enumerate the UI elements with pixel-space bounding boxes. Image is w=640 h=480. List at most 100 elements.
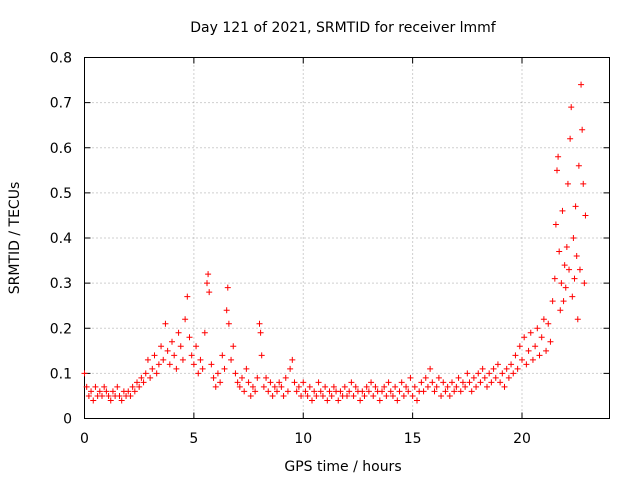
data-point: [459, 379, 466, 386]
data-point: [319, 392, 326, 399]
y-tick-label: 0.7: [50, 96, 72, 112]
data-point: [444, 383, 451, 390]
data-point: [538, 334, 545, 341]
data-point: [197, 356, 204, 363]
data-point: [499, 370, 506, 377]
data-point: [411, 383, 418, 390]
data-point: [580, 180, 587, 187]
data-point: [201, 329, 208, 336]
data-point: [346, 388, 353, 395]
data-point: [304, 392, 311, 399]
data-point: [224, 284, 231, 291]
data-point: [284, 388, 291, 395]
data-point: [573, 253, 580, 260]
data-point: [300, 379, 307, 386]
y-tick-label: 0.6: [50, 141, 72, 157]
data-point: [256, 320, 263, 327]
data-point: [142, 370, 149, 377]
data-point: [422, 374, 429, 381]
data-point: [389, 392, 396, 399]
chart-title: Day 121 of 2021, SRMTID for receiver lmm…: [190, 20, 497, 36]
data-point: [109, 388, 116, 395]
y-tick-label: 0.4: [50, 231, 72, 247]
data-point: [99, 392, 105, 399]
data-point: [514, 365, 521, 372]
data-point: [479, 365, 486, 372]
data-point: [149, 365, 156, 372]
data-point: [223, 307, 230, 314]
data-point: [457, 388, 464, 395]
x-tick-label: 15: [404, 431, 422, 447]
data-point: [484, 383, 490, 390]
data-point: [581, 280, 588, 287]
data-point: [536, 352, 543, 359]
data-point: [177, 343, 184, 350]
y-tick-label: 0.3: [50, 276, 72, 292]
data-point: [575, 162, 582, 169]
y-tick-labels: 0 0.1 0.2 0.3 0.4 0.5 0.6 0.7 0.8: [50, 51, 72, 428]
data-point: [263, 374, 270, 381]
data-point: [409, 392, 416, 399]
data-point: [379, 388, 385, 395]
data-point: [230, 343, 237, 350]
data-point: [420, 388, 427, 395]
data-point: [562, 284, 569, 291]
data-point: [88, 388, 95, 395]
x-tick-label: 10: [294, 431, 312, 447]
data-point: [519, 356, 525, 363]
data-point: [576, 266, 583, 273]
data-point: [350, 392, 357, 399]
data-point: [435, 374, 442, 381]
axis-ticks: [84, 57, 610, 419]
data-point: [249, 383, 256, 390]
data-point: [147, 374, 154, 381]
data-point: [287, 365, 294, 372]
data-point: [330, 383, 337, 390]
data-point: [532, 343, 539, 350]
data-point: [186, 334, 193, 341]
data-point: [208, 361, 215, 368]
data-point: [199, 365, 206, 372]
data-point: [490, 365, 497, 372]
data-point: [85, 392, 92, 399]
data-point: [387, 388, 394, 395]
data-point: [293, 388, 300, 395]
data-point: [497, 379, 504, 386]
data-point: [446, 392, 453, 399]
data-point: [335, 397, 342, 404]
data-point: [433, 383, 440, 390]
data-point: [488, 379, 495, 386]
data-point: [254, 374, 261, 381]
data-point: [438, 392, 445, 399]
data-point: [306, 383, 313, 390]
data-point: [217, 379, 224, 386]
data-point: [549, 298, 556, 305]
data-point: [337, 388, 344, 395]
y-tick-label: 0.1: [50, 366, 72, 382]
data-point: [560, 298, 567, 305]
data-point: [92, 383, 99, 390]
data-point: [563, 244, 570, 251]
data-point: [188, 352, 195, 359]
data-point: [534, 325, 541, 332]
data-point: [247, 392, 254, 399]
data-point: [508, 361, 515, 368]
data-point: [348, 379, 355, 386]
data-point: [232, 370, 239, 377]
data-point: [179, 356, 186, 363]
data-point: [385, 379, 392, 386]
data-point: [440, 379, 447, 386]
data-point: [162, 320, 169, 327]
data-point: [396, 388, 403, 395]
data-point: [322, 383, 329, 390]
data-point: [129, 383, 136, 390]
data-point: [116, 392, 123, 399]
data-point: [236, 383, 243, 390]
data-point: [257, 329, 264, 336]
data-point: [313, 392, 320, 399]
data-point: [127, 392, 134, 399]
data-point: [523, 361, 530, 368]
data-point: [429, 379, 436, 386]
data-point: [569, 293, 576, 300]
data-point: [96, 388, 103, 395]
